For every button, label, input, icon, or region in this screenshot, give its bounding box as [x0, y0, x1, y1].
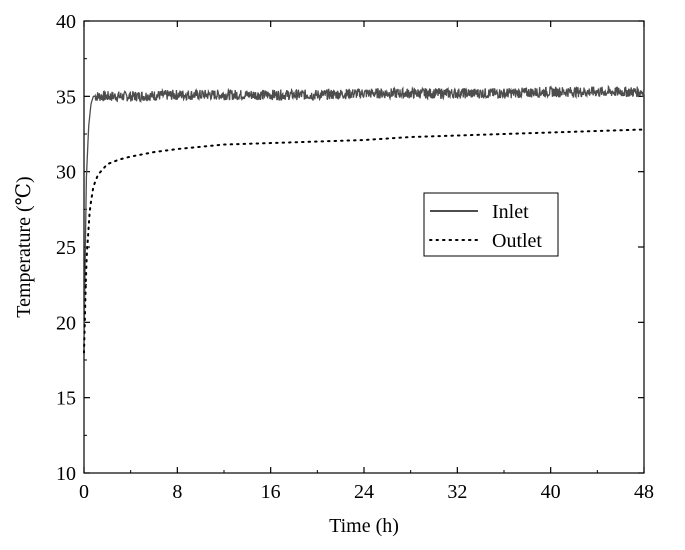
x-axis-label: Time (h): [329, 515, 399, 537]
legend-label-outlet: Outlet: [492, 230, 542, 252]
series-layer: [83, 84, 645, 354]
legend: Inlet Outlet: [423, 192, 559, 257]
series-line-outlet: [83, 128, 645, 354]
y-tick-label: 10: [56, 463, 76, 485]
x-tick-label: 32: [447, 481, 467, 503]
y-tick-label: 20: [56, 312, 76, 334]
x-tick-label: 48: [634, 481, 654, 503]
x-tick-label: 0: [79, 481, 89, 503]
legend-label-inlet: Inlet: [492, 201, 529, 223]
x-axis: 0 8 16 24 32 40 48: [79, 21, 654, 503]
y-tick-label: 15: [56, 388, 76, 410]
legend-box: [423, 192, 559, 257]
x-tick-label: 24: [354, 481, 374, 503]
y-axis-label: Temperature (℃): [13, 176, 35, 317]
x-tick-label: 8: [172, 481, 182, 503]
y-tick-label: 30: [56, 162, 76, 184]
y-axis: 10 15 20 25 30 35 40: [56, 11, 644, 485]
x-tick-label: 40: [541, 481, 561, 503]
y-tick-label: 25: [56, 237, 76, 259]
y-tick-label: 35: [56, 86, 76, 108]
y-tick-label: 40: [56, 11, 76, 33]
series-line-inlet: [83, 84, 645, 345]
x-tick-label: 16: [261, 481, 281, 503]
